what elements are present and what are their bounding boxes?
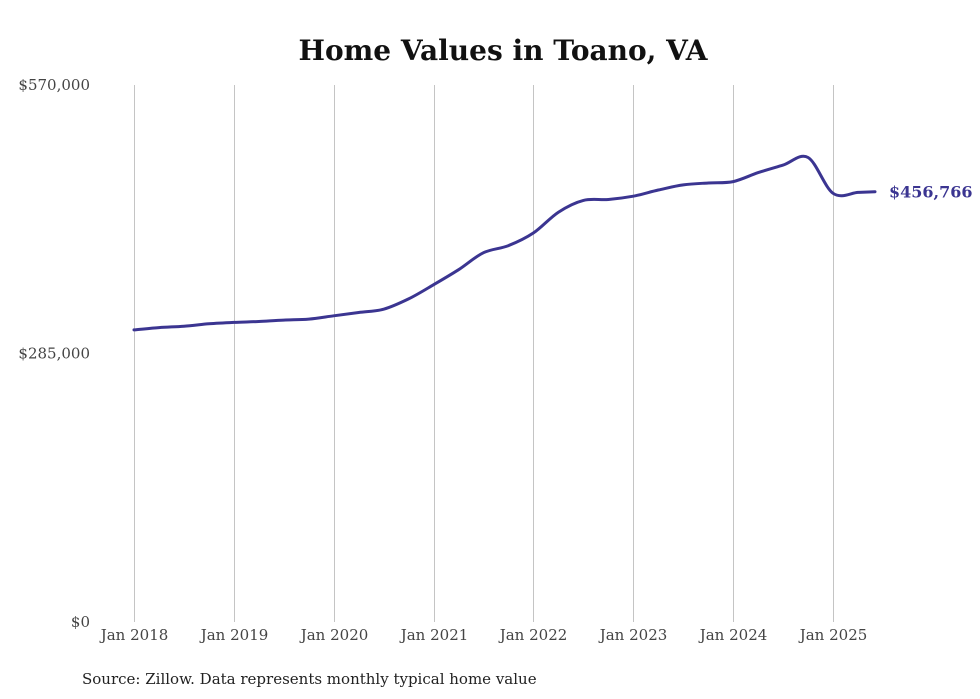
y-tick-label: $285,000	[18, 345, 90, 363]
x-tick-label: Jan 2025	[798, 626, 868, 644]
x-tick-label: Jan 2022	[498, 626, 568, 644]
y-axis-ticks: $0 $285,000 $570,000	[18, 76, 90, 631]
end-value-label: $456,766	[889, 183, 973, 202]
chart-title: Home Values in Toano, VA	[299, 34, 709, 67]
gridlines	[134, 85, 834, 622]
x-tick-label: Jan 2020	[299, 626, 369, 644]
series-line	[132, 154, 877, 332]
y-tick-label: $570,000	[18, 76, 90, 94]
x-axis-ticks: Jan 2018 Jan 2019 Jan 2020 Jan 2021 Jan 2022…	[99, 626, 868, 644]
x-tick-label: Jan 2023	[598, 626, 668, 644]
y-tick-label: $0	[71, 613, 90, 631]
x-tick-label: Jan 2021	[399, 626, 469, 644]
x-tick-label: Jan 2024	[698, 626, 768, 644]
source-note: Source: Zillow. Data represents monthly …	[82, 670, 537, 688]
x-tick-label: Jan 2019	[199, 626, 269, 644]
series-layer: $456,766	[132, 154, 973, 332]
x-tick-label: Jan 2018	[99, 626, 169, 644]
